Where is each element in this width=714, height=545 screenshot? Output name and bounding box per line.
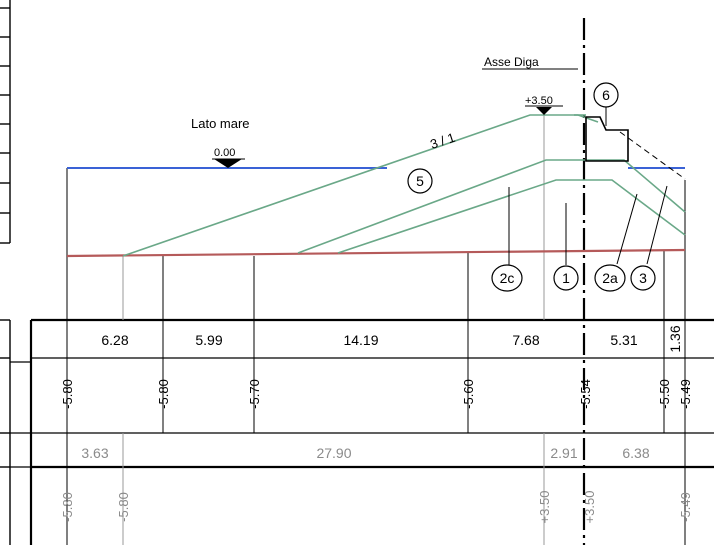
distance-top-4: 7.68 xyxy=(512,332,539,348)
marker-2c: 2c xyxy=(491,264,523,292)
marker-1: 1 xyxy=(553,265,579,291)
dam-layers xyxy=(122,114,686,257)
seabed-elevation-4: -5.60 xyxy=(461,379,476,409)
project-elevation-5: -5.49 xyxy=(678,492,693,522)
water-level-triangle xyxy=(214,159,242,168)
seabed-elevation-7: -5.49 xyxy=(678,379,693,409)
crown-wall xyxy=(585,116,629,162)
project-elevation-1: -5.80 xyxy=(60,492,75,522)
svg-text:2a: 2a xyxy=(602,270,618,286)
svg-text:5: 5 xyxy=(416,173,424,189)
dashed-slope xyxy=(619,131,686,180)
lato-mare-label: Lato mare xyxy=(191,116,250,131)
left-table-edge xyxy=(0,0,11,545)
water-level-label: 0.00 xyxy=(214,147,235,159)
distance-top-3: 14.19 xyxy=(343,332,378,348)
distance-top-2: 5.99 xyxy=(195,332,222,348)
marker-leaders xyxy=(508,107,668,265)
project-elevation-3: +3.50 xyxy=(537,491,552,524)
slope-label: 3 / 1 xyxy=(428,130,457,152)
asse-diga-label: Asse Diga xyxy=(484,55,539,69)
seabed-elevation-1: -5.80 xyxy=(60,379,75,409)
marker-5: 5 xyxy=(407,168,433,194)
seabed-elevation-3: -5.70 xyxy=(247,379,262,409)
crest-level-label: +3.50 xyxy=(525,95,553,107)
station-lines xyxy=(66,168,686,545)
profile-table-grid xyxy=(10,318,714,545)
distance-top-6: 1.36 xyxy=(667,325,683,352)
marker-3: 3 xyxy=(630,265,656,291)
svg-text:1: 1 xyxy=(562,270,570,286)
project-elevation-4: +3.50 xyxy=(582,491,597,524)
distance-top-1: 6.28 xyxy=(101,332,128,348)
distances-bottom-row: 3.63 27.90 2.91 6.38 xyxy=(81,445,649,461)
distance-bottom-2: 27.90 xyxy=(316,445,351,461)
seabed-elevations-row: -5.80 -5.80 -5.70 -5.60 -5.54 -5.50 -5.4… xyxy=(60,379,693,409)
svg-text:2c: 2c xyxy=(500,270,515,286)
seabed-elevation-5: -5.54 xyxy=(578,379,593,409)
marker-2a: 2a xyxy=(594,264,626,292)
svg-text:3: 3 xyxy=(639,270,647,286)
distance-bottom-4: 6.38 xyxy=(622,445,649,461)
distance-bottom-3: 2.91 xyxy=(550,445,577,461)
distance-bottom-1: 3.63 xyxy=(81,445,108,461)
marker-6: 6 xyxy=(593,82,619,108)
seabed-elevation-2: -5.80 xyxy=(156,379,171,409)
project-elevation-2: -5.80 xyxy=(116,492,131,522)
seabed-line xyxy=(66,248,686,258)
crest-level-triangle xyxy=(536,107,552,115)
project-elevations-row: -5.80 -5.80 +3.50 +3.50 -5.49 xyxy=(60,491,693,524)
distance-top-5: 5.31 xyxy=(610,332,637,348)
distances-top-row: 6.28 5.99 14.19 7.68 5.31 1.36 xyxy=(101,325,683,352)
svg-text:6: 6 xyxy=(602,87,610,103)
seabed-elevation-6: -5.50 xyxy=(657,379,672,409)
reference-lines xyxy=(122,114,545,545)
